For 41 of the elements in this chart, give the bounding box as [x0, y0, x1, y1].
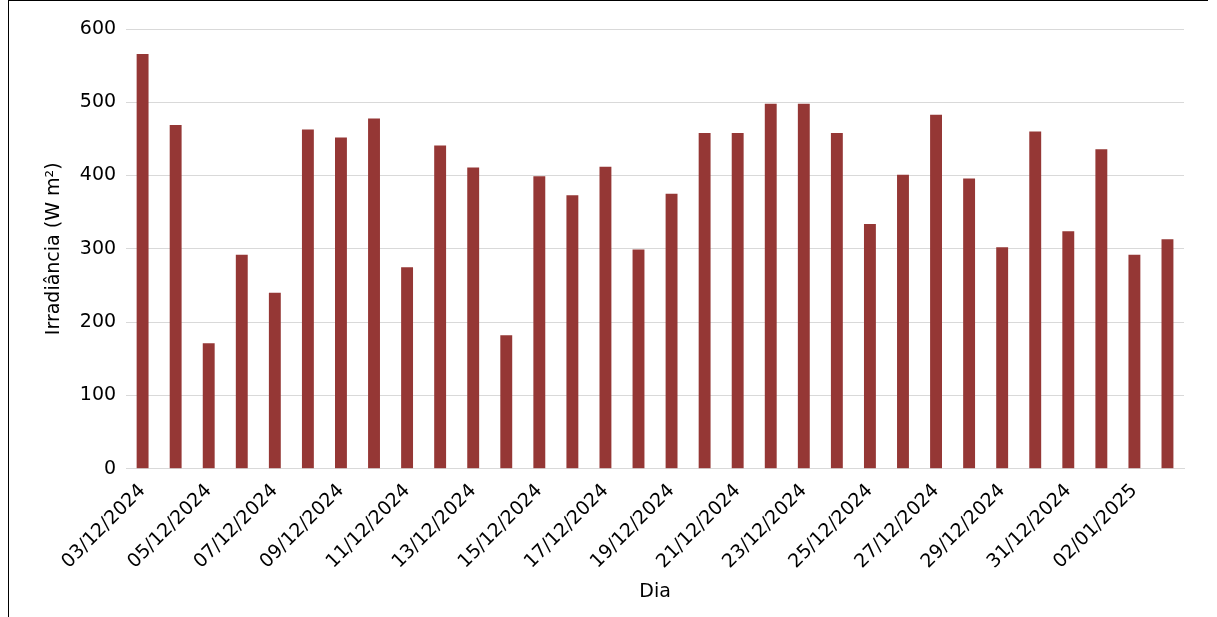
bar	[235, 254, 248, 469]
y-tick-label: 0	[103, 455, 117, 478]
bar	[401, 267, 414, 469]
bar	[169, 124, 182, 469]
bar	[136, 53, 149, 469]
bar	[665, 193, 678, 469]
bar	[500, 335, 513, 469]
y-axis-title: Irradiância (W m²)	[41, 162, 64, 336]
bar	[467, 167, 480, 469]
bar	[963, 178, 976, 469]
bar	[1128, 254, 1141, 469]
y-tick-label: 600	[79, 15, 117, 38]
y-tick-label: 500	[79, 89, 117, 112]
bar	[335, 137, 347, 469]
x-axis-title: Dia	[639, 578, 671, 601]
bar	[996, 247, 1009, 469]
bar	[533, 176, 546, 469]
bar	[434, 145, 447, 469]
y-tick-label: 300	[79, 235, 117, 258]
bar	[1095, 149, 1108, 469]
y-tick-label: 200	[79, 309, 117, 332]
bar	[1062, 231, 1075, 469]
bar	[797, 103, 810, 469]
y-tick-label: 400	[79, 162, 117, 185]
bar	[301, 129, 314, 469]
bar	[731, 133, 744, 469]
bar	[897, 174, 909, 469]
bar	[698, 133, 711, 469]
y-tick-label: 100	[79, 382, 117, 405]
bar	[863, 223, 876, 469]
bar	[1029, 131, 1042, 469]
bar	[632, 249, 645, 469]
bar	[566, 195, 579, 469]
bar	[930, 114, 942, 469]
bar	[368, 118, 380, 469]
bar	[202, 343, 215, 469]
bar	[830, 133, 843, 469]
bar	[599, 166, 612, 469]
bar	[1161, 239, 1174, 469]
bar	[268, 292, 281, 469]
bar	[764, 103, 777, 469]
